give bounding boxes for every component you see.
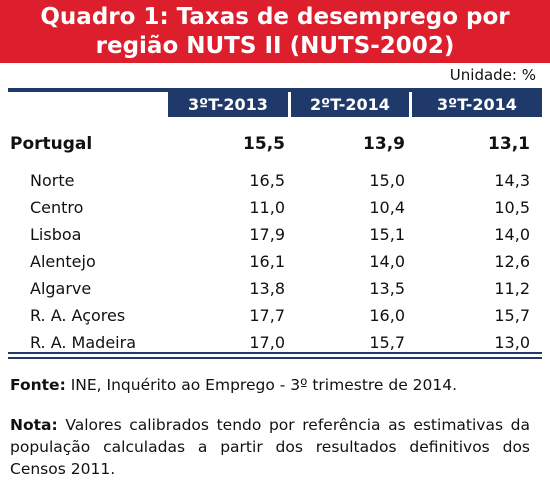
rate-value: 15,7	[369, 333, 405, 352]
title: Quadro 1: Taxas de desemprego por	[40, 4, 510, 30]
rate-value: 13,8	[249, 279, 285, 298]
region-name: R. A. Madeira	[30, 333, 136, 352]
region-name: R. A. Açores	[30, 306, 126, 325]
region-name: Alentejo	[30, 252, 96, 271]
rate-value: 17,9	[249, 225, 285, 244]
region-name: Lisboa	[30, 225, 82, 244]
column-header: 3ºT-2014	[412, 92, 542, 117]
rule	[8, 352, 542, 354]
table-row: Lisboa 17,9 15,1 14,0	[0, 221, 550, 248]
title: região NUTS II (NUTS-2002)	[95, 33, 455, 59]
rate-value: 10,5	[494, 198, 530, 217]
rate-value: 14,0	[369, 252, 405, 271]
rate-value: 14,0	[494, 225, 530, 244]
rate-value: 14,3	[494, 171, 530, 190]
table-row: Centro 11,0 10,4 10,5	[0, 194, 550, 221]
rate-value: 12,6	[494, 252, 530, 271]
rule	[8, 88, 542, 92]
rate-value: 11,0	[249, 198, 285, 217]
column-header: 3ºT-2013	[168, 92, 288, 117]
rate-value: 10,4	[369, 198, 405, 217]
rate-value: 16,0	[369, 306, 405, 325]
note-label: Nota:	[10, 416, 58, 434]
title-banner: Quadro 1: Taxas de desemprego por região…	[0, 0, 550, 63]
rate-value: 15,1	[369, 225, 405, 244]
unit-label: Unidade: %	[449, 66, 536, 84]
note: Nota: Valores calibrados tendo por refer…	[10, 414, 530, 480]
rule	[8, 357, 542, 359]
rate-value: 15,7	[494, 306, 530, 325]
table-row: Portugal 15,5 13,9 13,1	[0, 131, 550, 158]
region-name: Norte	[30, 171, 75, 190]
rate-value: 11,2	[494, 279, 530, 298]
rate-value: 13,0	[494, 333, 530, 352]
rate-value: 17,0	[249, 333, 285, 352]
region-name: Algarve	[30, 279, 92, 298]
rate-value: 17,7	[249, 306, 285, 325]
rate-value: 16,1	[249, 252, 285, 271]
region-name: Portugal	[10, 134, 93, 154]
rate-value: 13,1	[488, 134, 530, 154]
column-header: 2ºT-2014	[291, 92, 409, 117]
rate-value: 13,5	[369, 279, 405, 298]
table-row: Norte 16,5 15,0 14,3	[0, 167, 550, 194]
rate-value: 16,5	[249, 171, 285, 190]
table-row: R. A. Açores 17,7 16,0 15,7	[0, 302, 550, 329]
source: Fonte: INE, Inquérito ao Emprego - 3º tr…	[10, 374, 530, 396]
rate-value: 15,5	[243, 134, 285, 154]
source-label: Fonte:	[10, 376, 66, 394]
table-row: Alentejo 16,1 14,0 12,6	[0, 248, 550, 275]
note-text: Valores calibrados tendo por referência …	[10, 416, 530, 478]
rate-value: 15,0	[369, 171, 405, 190]
source-text: INE, Inquérito ao Emprego - 3º trimestre…	[70, 376, 458, 394]
rate-value: 13,9	[363, 134, 405, 154]
table-row: Algarve 13,8 13,5 11,2	[0, 275, 550, 302]
region-name: Centro	[30, 198, 84, 217]
table-row: R. A. Madeira 17,0 15,7 13,0	[0, 329, 550, 356]
